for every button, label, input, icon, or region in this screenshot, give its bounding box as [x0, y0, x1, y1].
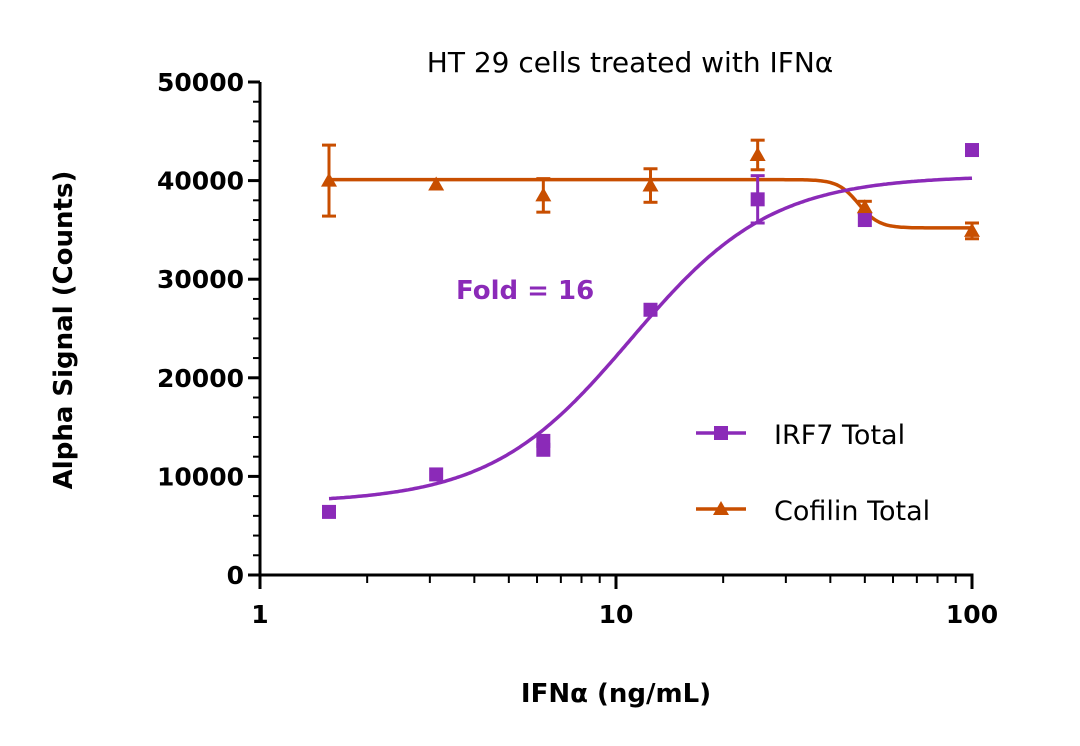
y-tick-label: 40000	[157, 167, 244, 196]
data-point	[857, 213, 872, 228]
x-tick-label: 100	[946, 600, 998, 629]
y-tick-label: 10000	[157, 462, 244, 491]
series-irf7-total	[321, 143, 979, 519]
y-tick-label: 30000	[157, 265, 244, 294]
data-point	[320, 172, 337, 187]
data-point	[964, 222, 980, 237]
legend: IRF7 Total Cofilin Total	[696, 420, 930, 527]
data-point	[965, 143, 979, 158]
data-point	[750, 192, 765, 207]
y-tick-label: 0	[227, 561, 244, 590]
chart-title: HT 29 cells treated with IFNα	[427, 46, 833, 79]
data-point	[428, 176, 445, 191]
data-point	[321, 504, 336, 519]
data-point	[535, 187, 552, 202]
x-axis-label: IFNα (ng/mL)	[521, 679, 711, 709]
x-tick-label: 1	[251, 600, 268, 629]
y-tick-label: 20000	[157, 364, 244, 393]
legend-label-cofilin: Cofilin Total	[774, 496, 930, 527]
data-point	[643, 302, 658, 317]
y-axis-label: Alpha Signal (Counts)	[49, 171, 79, 490]
data-point	[856, 199, 873, 214]
data-point	[536, 442, 551, 457]
series-cofilin-total	[320, 138, 980, 241]
legend-label-irf7: IRF7 Total	[774, 420, 905, 451]
data-point	[642, 177, 659, 192]
plot-area	[320, 138, 980, 519]
fold-annotation: Fold = 16	[456, 276, 594, 306]
data-point	[429, 467, 444, 482]
legend-marker	[714, 426, 728, 440]
data-point	[749, 146, 766, 161]
y-tick-label: 50000	[157, 68, 244, 97]
x-tick-label: 10	[599, 600, 634, 629]
legend-marker	[713, 501, 729, 515]
axes: 0 10000 20000 30000 40000 50000 1 10 100	[157, 68, 998, 629]
